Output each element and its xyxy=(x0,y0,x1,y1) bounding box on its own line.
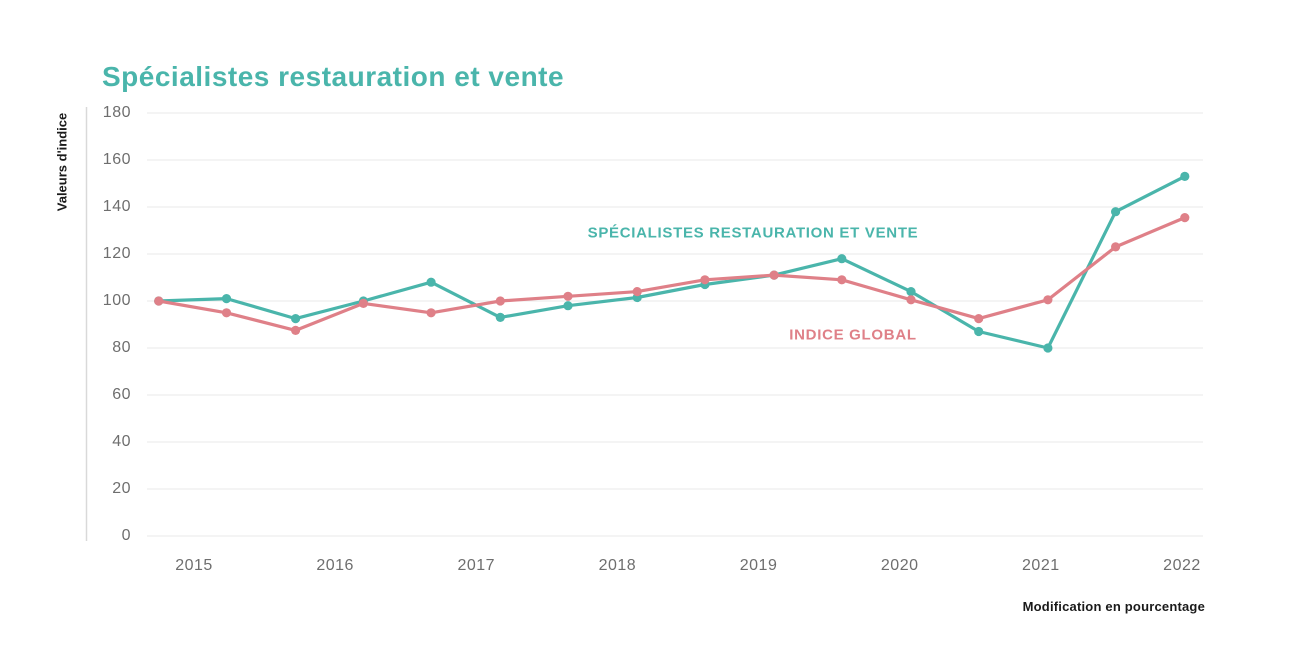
data-point-indice-global[interactable] xyxy=(426,308,436,318)
data-point-indice-global[interactable] xyxy=(495,296,505,306)
data-point-indice-global[interactable] xyxy=(837,275,847,285)
data-point-specialistes[interactable] xyxy=(1111,207,1121,217)
series-line-indice-global xyxy=(157,216,1187,332)
y-tick-label: 140 xyxy=(102,198,131,215)
y-tick-label: 60 xyxy=(112,386,131,403)
x-tick-label: 2020 xyxy=(880,557,919,574)
data-point-indice-global[interactable] xyxy=(1180,213,1190,223)
data-point-specialistes[interactable] xyxy=(906,287,916,297)
data-point-indice-global[interactable] xyxy=(221,308,232,318)
x-tick-label: 2018 xyxy=(598,557,637,574)
x-tick-label: 2017 xyxy=(457,557,496,574)
series-indice-global xyxy=(154,213,1190,335)
series-label-indice-global: INDICE GLOBAL xyxy=(789,326,917,344)
y-tick-label: 40 xyxy=(112,433,131,450)
data-point-specialistes[interactable] xyxy=(291,314,301,324)
data-point-indice-global[interactable] xyxy=(563,291,573,301)
x-tick-label: 2022 xyxy=(1163,557,1201,574)
y-tick-label: 100 xyxy=(102,292,131,309)
data-point-indice-global[interactable] xyxy=(700,275,710,285)
x-tick-label: 2016 xyxy=(316,557,354,574)
data-point-indice-global[interactable] xyxy=(632,287,642,297)
data-point-specialistes[interactable] xyxy=(1043,343,1053,353)
chart-title: Spécialistes restauration et vente xyxy=(102,60,565,92)
y-tick-label: 120 xyxy=(102,245,131,262)
data-point-indice-global[interactable] xyxy=(769,270,779,280)
data-point-specialistes[interactable] xyxy=(495,312,505,322)
data-point-indice-global[interactable] xyxy=(974,314,984,324)
series-layer xyxy=(154,171,1190,353)
y-tick-label: 0 xyxy=(121,527,131,544)
y-tick-label: 160 xyxy=(102,151,131,168)
data-point-specialistes[interactable] xyxy=(1180,171,1190,181)
x-tick-label: 2019 xyxy=(739,557,778,574)
data-point-indice-global[interactable] xyxy=(154,296,164,306)
series-label-specialistes: SPÉCIALISTES RESTAURATION ET VENTE xyxy=(587,224,919,242)
data-point-indice-global[interactable] xyxy=(906,295,916,305)
data-point-indice-global[interactable] xyxy=(291,325,301,335)
series-line-specialistes xyxy=(157,174,1187,350)
data-point-specialistes[interactable] xyxy=(426,277,436,287)
data-point-specialistes[interactable] xyxy=(837,254,847,264)
data-point-specialistes[interactable] xyxy=(221,294,232,304)
y-tick-label: 180 xyxy=(102,104,131,121)
y-tick-label: 80 xyxy=(112,339,131,356)
gridlines xyxy=(147,112,1203,537)
data-point-indice-global[interactable] xyxy=(1043,295,1053,305)
data-point-specialistes[interactable] xyxy=(563,301,573,311)
data-point-indice-global[interactable] xyxy=(358,298,368,308)
x-axis-title: Modification en pourcentage xyxy=(1022,599,1205,614)
data-point-specialistes[interactable] xyxy=(974,326,984,337)
x-tick-label: 2021 xyxy=(1022,557,1060,574)
x-tick-label: 2015 xyxy=(175,557,213,574)
data-point-indice-global[interactable] xyxy=(1111,242,1121,252)
y-tick-label: 20 xyxy=(112,480,131,497)
